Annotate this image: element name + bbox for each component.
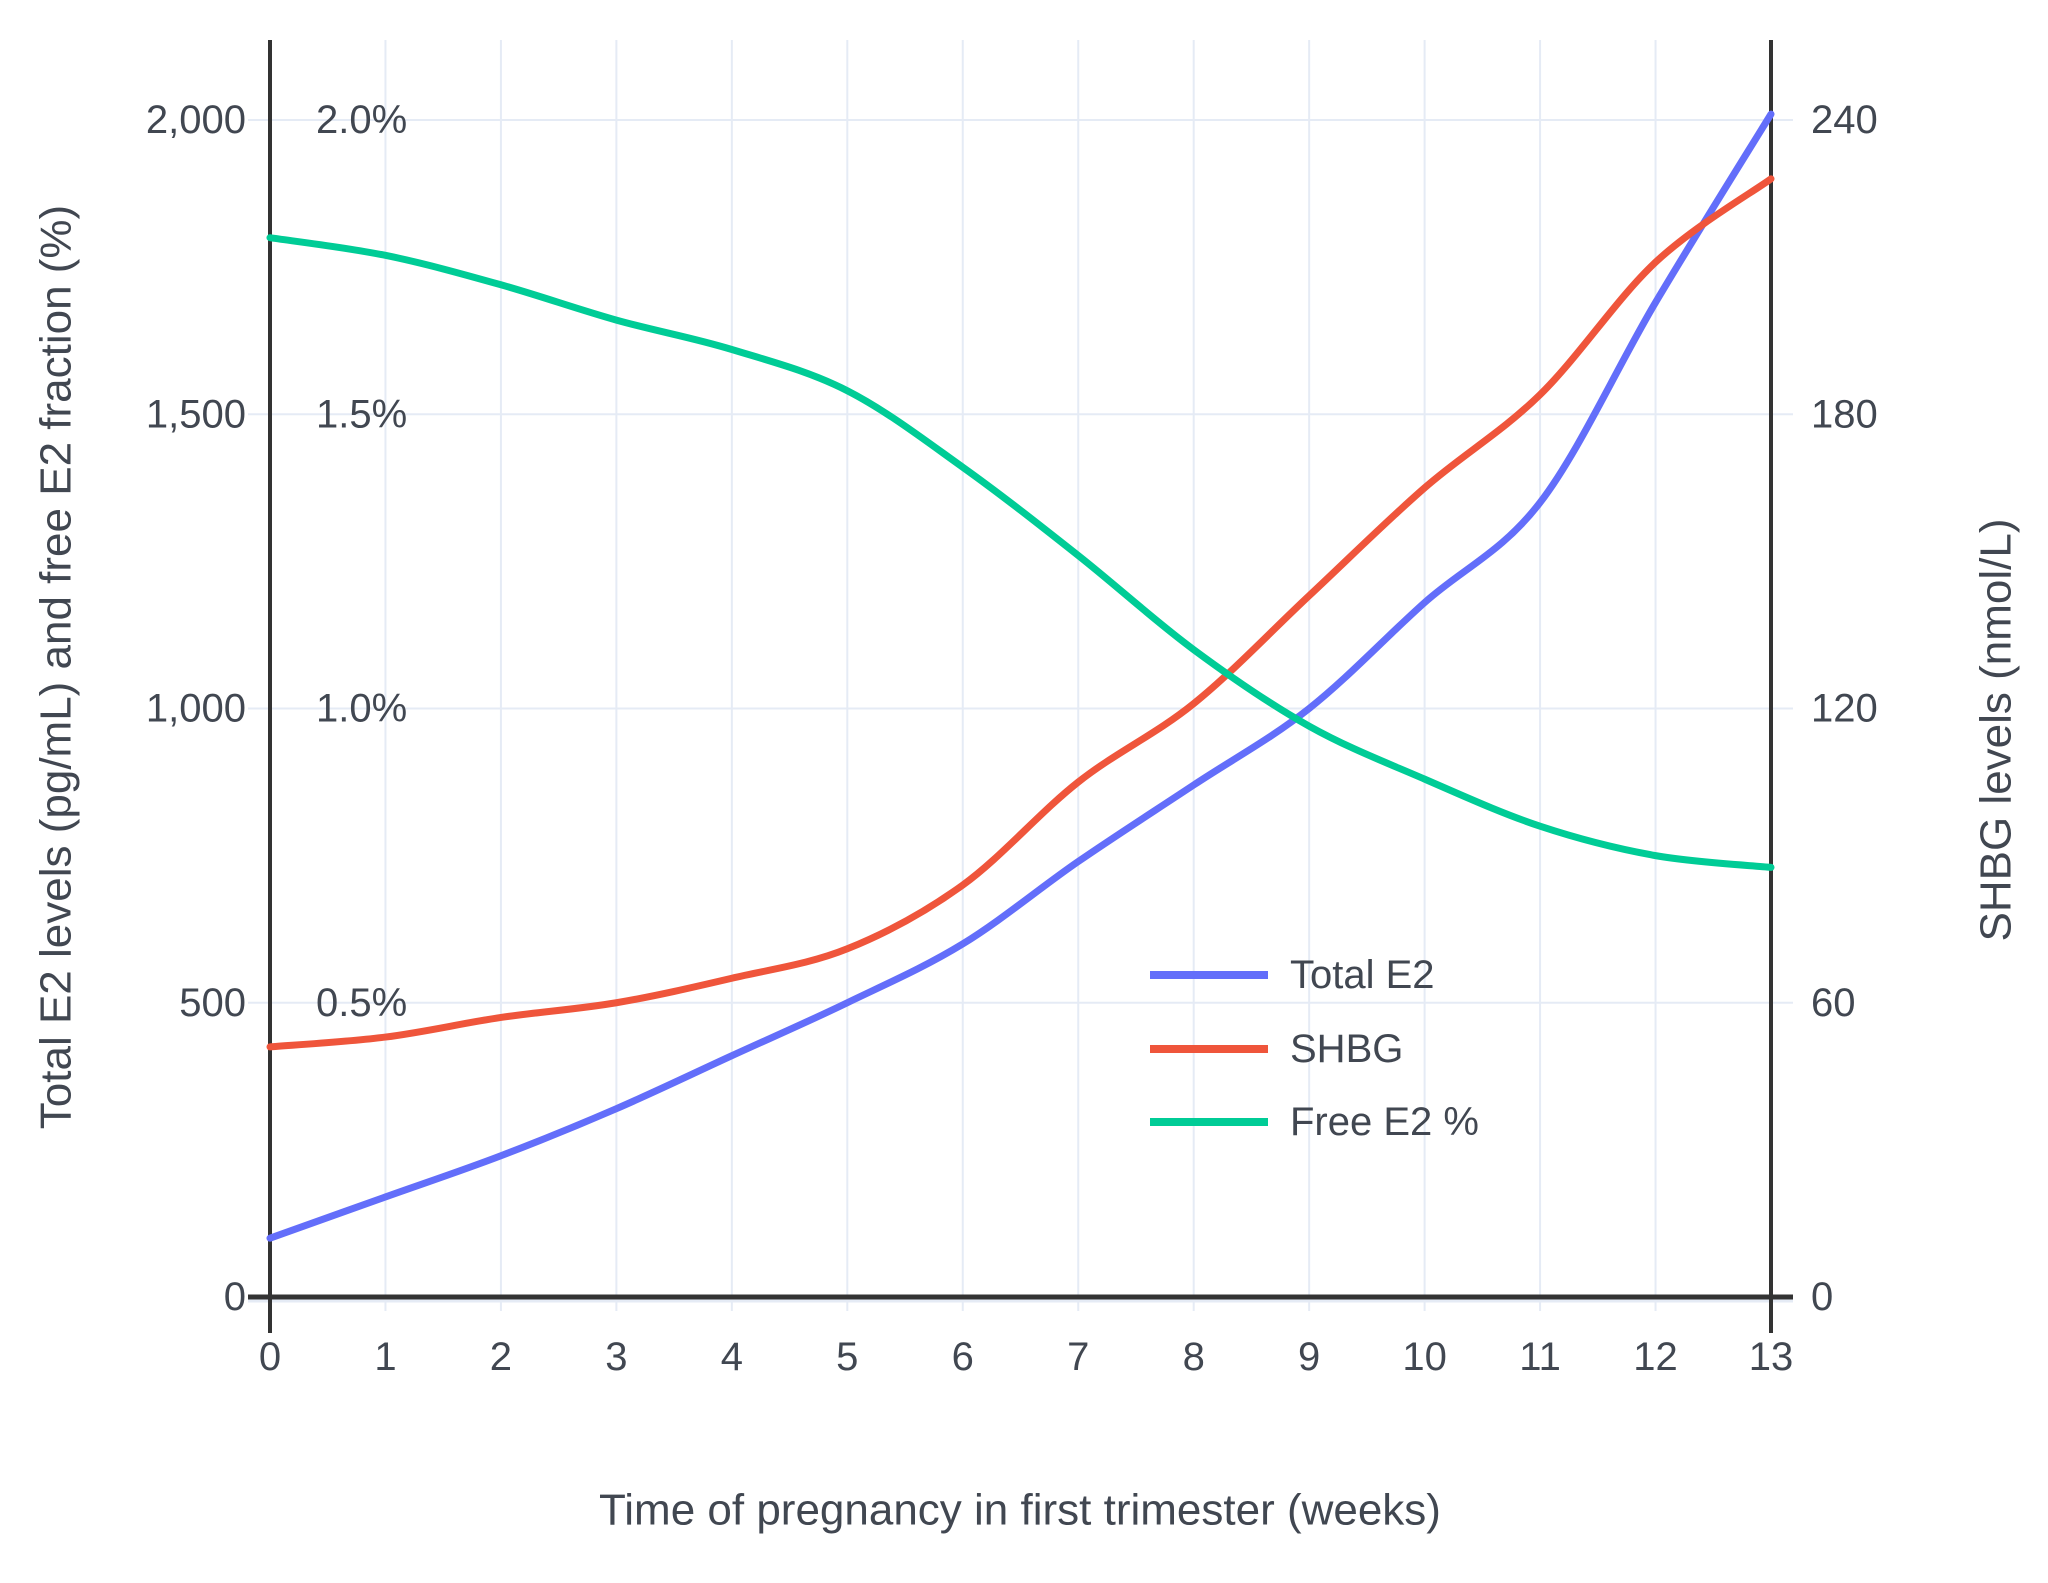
x-tick-label: 5 xyxy=(836,1335,858,1379)
x-tick-label: 11 xyxy=(1519,1335,1561,1379)
percent-annotation: 0.5% xyxy=(316,981,407,1025)
x-tick-label: 2 xyxy=(490,1335,512,1379)
legend-item[interactable]: SHBG xyxy=(1150,1027,1403,1071)
tick-labels: 05001,0001,5002,0000601201802400.5%1.0%1… xyxy=(146,98,1878,1379)
axes xyxy=(248,40,1793,1333)
legend-label: Total E2 xyxy=(1290,953,1435,997)
x-tick-label: 10 xyxy=(1402,1335,1447,1379)
legend-label: Free E2 % xyxy=(1290,1100,1479,1144)
series-line-shbg xyxy=(266,175,1775,1051)
series-line-free-e2- xyxy=(266,234,1775,871)
x-tick-label: 4 xyxy=(721,1335,743,1379)
y-axis-title-left: Total E2 levels (pg/mL) and free E2 frac… xyxy=(32,205,81,1129)
gridlines xyxy=(248,40,1793,1311)
x-tick-label: 9 xyxy=(1298,1335,1320,1379)
y-tick-label-right: 0 xyxy=(1811,1275,1833,1319)
y-tick-label-left: 2,000 xyxy=(146,98,246,142)
percent-annotation: 2.0% xyxy=(316,98,407,142)
legend: Total E2 SHBG Free E2 % xyxy=(1150,953,1479,1144)
x-tick-label: 6 xyxy=(952,1335,974,1379)
y-axis-title-right: SHBG levels (nmol/L) xyxy=(1972,518,2021,941)
x-tick-label: 8 xyxy=(1183,1335,1205,1379)
x-axis-title: Time of pregnancy in first trimester (we… xyxy=(599,1486,1441,1535)
legend-item[interactable]: Free E2 % xyxy=(1150,1100,1479,1144)
x-tick-label: 13 xyxy=(1749,1335,1794,1379)
percent-annotation: 1.0% xyxy=(316,687,407,731)
y-tick-label-right: 60 xyxy=(1811,981,1856,1025)
series-line-total-e2 xyxy=(266,110,1775,1242)
percent-annotation: 1.5% xyxy=(316,392,407,436)
y-tick-label-right: 180 xyxy=(1811,392,1878,436)
y-tick-label-right: 120 xyxy=(1811,687,1878,731)
x-tick-label: 0 xyxy=(259,1335,281,1379)
y-tick-label-left: 500 xyxy=(179,981,246,1025)
y-tick-label-left: 1,000 xyxy=(146,687,246,731)
y-tick-label-left: 1,500 xyxy=(146,392,246,436)
x-tick-label: 7 xyxy=(1067,1335,1089,1379)
legend-label: SHBG xyxy=(1290,1027,1403,1071)
y-tick-label-left: 0 xyxy=(224,1275,246,1319)
data-series xyxy=(266,110,1775,1242)
x-tick-label: 12 xyxy=(1633,1335,1678,1379)
legend-item[interactable]: Total E2 xyxy=(1150,953,1435,997)
y-tick-label-right: 240 xyxy=(1811,98,1878,142)
x-tick-label: 3 xyxy=(605,1335,627,1379)
x-tick-label: 1 xyxy=(374,1335,396,1379)
